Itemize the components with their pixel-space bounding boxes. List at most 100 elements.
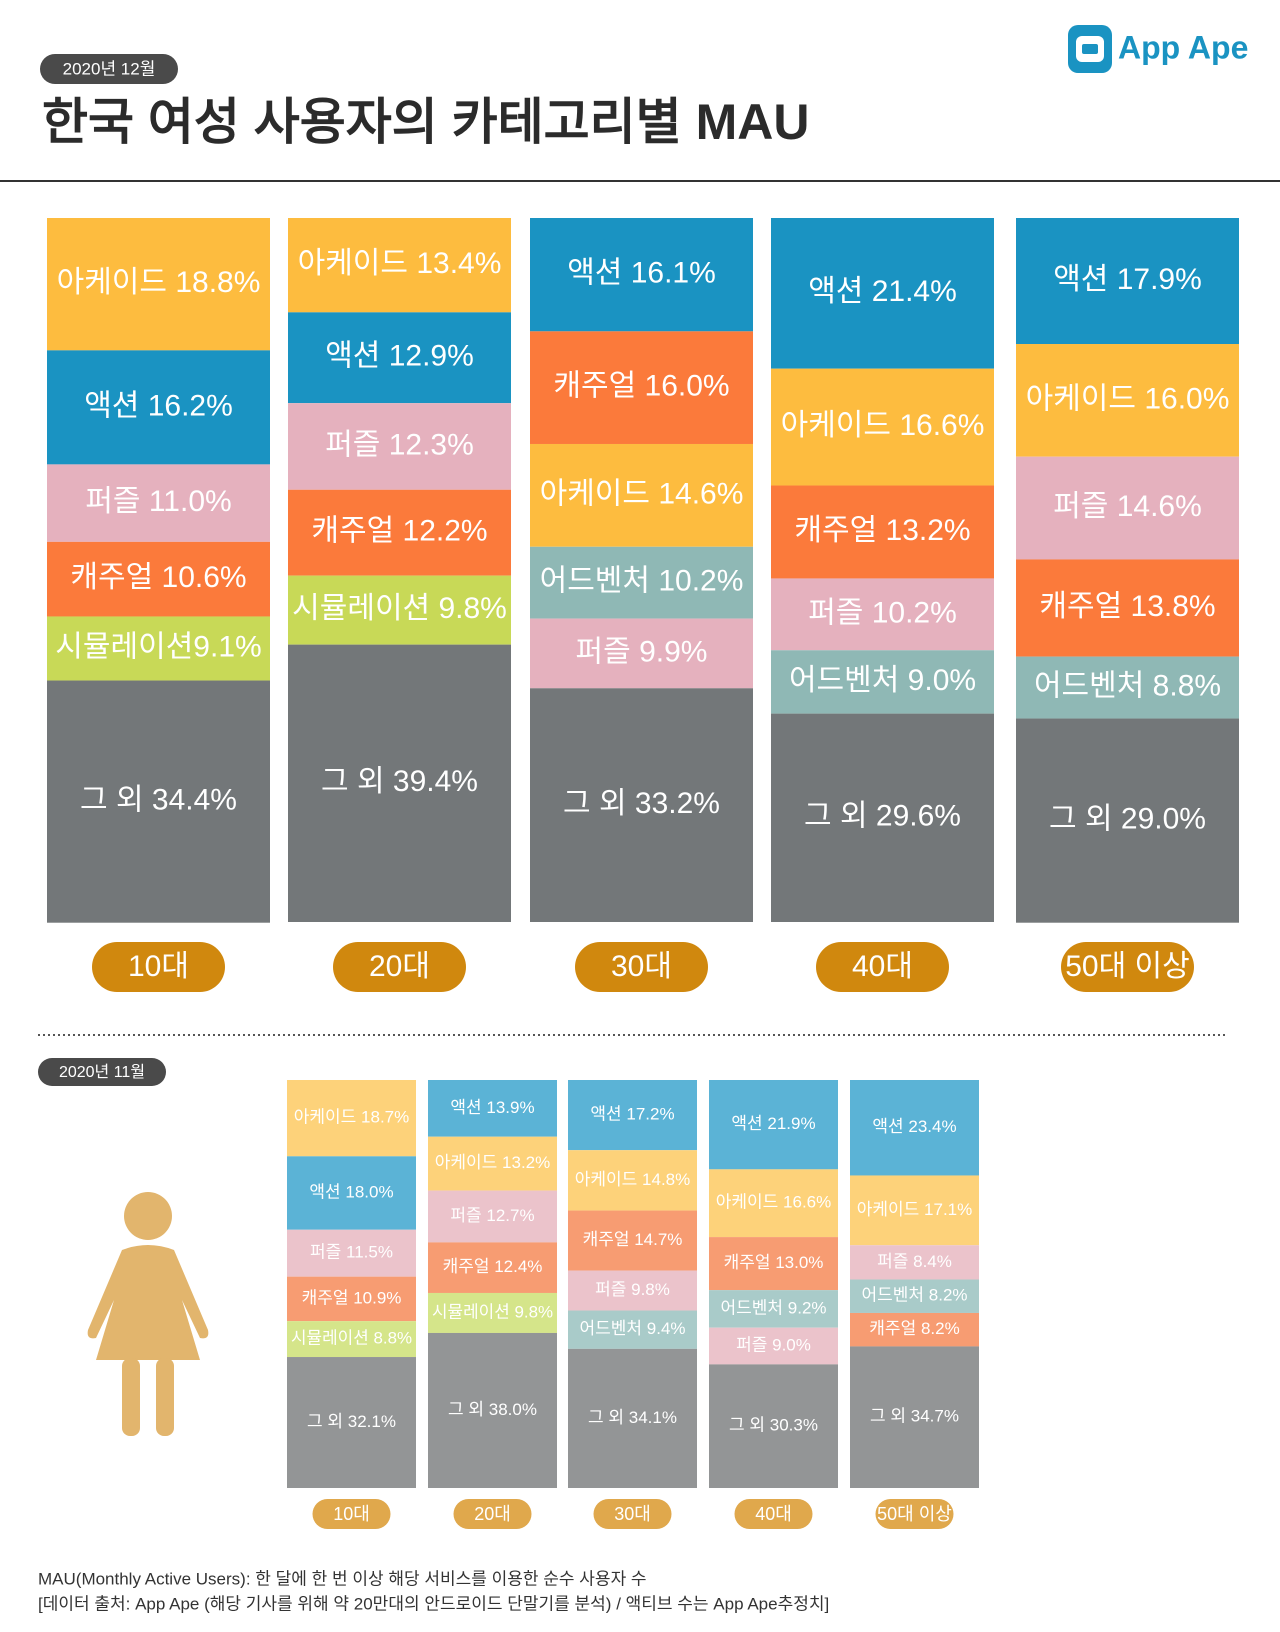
segment-label: 아케이드 16.0% xyxy=(1026,382,1230,415)
bar-segment xyxy=(288,575,511,645)
bar-segment xyxy=(287,1080,416,1157)
bar-segment xyxy=(850,1312,979,1347)
bar-segment xyxy=(428,1080,557,1137)
bar-segment xyxy=(428,1136,557,1191)
segment-label: 그 외 29.6% xyxy=(804,800,961,833)
bar-segment xyxy=(568,1348,697,1488)
date-pill xyxy=(38,1058,166,1086)
bar-segment xyxy=(287,1276,416,1322)
segment-label: 시뮬레이션 9.8% xyxy=(432,1302,553,1321)
segment-label: 그 외 29.0% xyxy=(1049,803,1206,836)
date-label: 2020년 12월 xyxy=(63,59,156,78)
segment-label: 시뮬레이션 8.8% xyxy=(291,1329,412,1348)
bar-segment xyxy=(530,443,753,547)
bar-segment xyxy=(530,546,753,619)
bar-segment xyxy=(1016,718,1239,923)
category-label: 40대 xyxy=(852,950,913,983)
bar-segment xyxy=(287,1156,416,1230)
bar-segment xyxy=(771,650,994,714)
category-pill xyxy=(333,942,466,992)
bar-segment xyxy=(850,1175,979,1246)
bar-segment xyxy=(1016,344,1239,457)
segment-label: 액션 18.0% xyxy=(309,1183,393,1202)
bar-segment xyxy=(530,688,753,922)
date-label: 2020년 11월 xyxy=(59,1063,145,1081)
bar-segment xyxy=(47,541,270,617)
bar-segment xyxy=(47,616,270,681)
segment-label: 퍼즐 9.0% xyxy=(736,1336,811,1355)
bar-segment xyxy=(288,644,511,922)
segment-label: 어드벤처 9.2% xyxy=(720,1298,826,1317)
bar-segment xyxy=(771,368,994,486)
category-label: 20대 xyxy=(474,1504,511,1524)
segment-label: 시뮬레이션 9.8% xyxy=(292,592,507,625)
segment-label: 어드벤처 8.2% xyxy=(861,1286,967,1305)
category-label: 10대 xyxy=(333,1504,370,1524)
category-pill xyxy=(816,942,949,992)
bar-segment xyxy=(428,1292,557,1333)
segment-label: 퍼즐 10.2% xyxy=(808,596,957,629)
segment-label: 퍼즐 11.0% xyxy=(85,485,231,518)
segment-label: 아케이드 18.7% xyxy=(294,1108,410,1127)
segment-label: 액션 17.2% xyxy=(590,1105,674,1124)
bar-segment xyxy=(288,218,511,313)
category-pill xyxy=(92,942,225,992)
segment-label: 액션 17.9% xyxy=(1053,263,1202,296)
bar-segment xyxy=(428,1332,557,1488)
bar-segment xyxy=(1016,456,1239,560)
category-label: 30대 xyxy=(611,950,672,983)
segment-label: 캐주얼 12.4% xyxy=(443,1257,543,1276)
bar-segment xyxy=(288,403,511,490)
segment-label: 시뮬레이션9.1% xyxy=(55,630,261,663)
category-pill xyxy=(575,942,708,992)
bar-segment xyxy=(287,1357,416,1488)
segment-label: 아케이드 18.8% xyxy=(57,266,261,299)
segment-label: 퍼즐 9.9% xyxy=(576,635,708,668)
segment-label: 액션 12.9% xyxy=(325,340,474,373)
segment-label: 퍼즐 11.5% xyxy=(310,1243,393,1262)
bar-segment xyxy=(287,1321,416,1358)
segment-label: 액션 23.4% xyxy=(872,1117,956,1136)
segment-label: 아케이드 17.1% xyxy=(857,1200,973,1219)
segment-label: 퍼즐 8.4% xyxy=(877,1252,952,1271)
bar-segment xyxy=(568,1080,697,1151)
segment-label: 아케이드 16.6% xyxy=(781,409,985,442)
segment-label: 액션 13.9% xyxy=(450,1098,534,1117)
logo-text: App Ape xyxy=(1118,29,1248,65)
bar-segment xyxy=(568,1270,697,1311)
bar-segment xyxy=(1016,559,1239,657)
segment-label: 그 외 33.2% xyxy=(563,787,720,820)
segment-label: 어드벤처 10.2% xyxy=(540,565,744,598)
category-label: 20대 xyxy=(369,950,430,983)
segment-label: 캐주얼 13.0% xyxy=(724,1253,824,1272)
segment-label: 퍼즐 9.8% xyxy=(595,1280,670,1299)
category-pill xyxy=(312,1499,391,1529)
bar-segment xyxy=(709,1327,838,1365)
segment-label: 그 외 30.3% xyxy=(729,1416,818,1435)
segment-label: 캐주얼 10.6% xyxy=(70,561,246,594)
bar-segment xyxy=(288,489,511,576)
bar-segment xyxy=(850,1346,979,1488)
bar-segment xyxy=(709,1364,838,1488)
bar-segment xyxy=(47,680,270,923)
segment-label: 아케이드 16.6% xyxy=(716,1193,832,1212)
bar-segment xyxy=(709,1080,838,1170)
bar-segment xyxy=(568,1210,697,1271)
segment-label: 그 외 32.1% xyxy=(307,1412,396,1431)
segment-label: 퍼즐 12.7% xyxy=(450,1206,534,1225)
bar-segment xyxy=(709,1169,838,1238)
segment-label: 어드벤처 9.4% xyxy=(579,1319,685,1338)
segment-label: 퍼즐 12.3% xyxy=(325,428,474,461)
bar-segment xyxy=(850,1279,979,1313)
bar-segment xyxy=(568,1150,697,1211)
bar-segment xyxy=(771,578,994,651)
logo-icon xyxy=(1068,25,1112,73)
segment-label: 액션 16.2% xyxy=(84,389,233,422)
category-pill xyxy=(1061,942,1194,992)
bar-segment xyxy=(709,1290,838,1328)
segment-label: 캐주얼 13.2% xyxy=(794,514,970,547)
bar-segment xyxy=(428,1190,557,1243)
segment-label: 어드벤처 8.8% xyxy=(1034,669,1221,702)
segment-label: 그 외 39.4% xyxy=(321,765,478,798)
